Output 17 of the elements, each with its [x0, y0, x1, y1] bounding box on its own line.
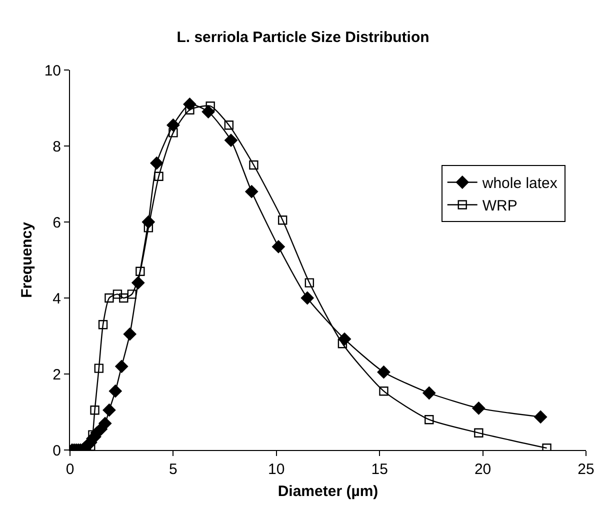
x-tick-label: 5	[169, 461, 178, 478]
x-tick-label: 15	[371, 461, 388, 478]
legend-label: WRP	[482, 198, 518, 215]
y-tick-label: 6	[52, 214, 61, 232]
y-tick-label: 2	[52, 366, 61, 384]
chart-title: L. serriola Particle Size Distribution	[176, 28, 430, 46]
x-tick-label: 0	[66, 461, 74, 478]
y-axis-title: Frequency	[18, 221, 36, 298]
y-tick-label: 8	[52, 138, 61, 156]
x-tick-label: 25	[578, 461, 594, 478]
y-tick-label: 10	[44, 62, 61, 80]
x-axis-title: Diameter (µm)	[278, 483, 378, 500]
legend-label: whole latex	[481, 175, 558, 192]
y-tick-label: 0	[52, 442, 61, 460]
y-tick-label: 4	[52, 290, 61, 308]
x-tick-label: 20	[474, 461, 492, 478]
x-tick-label: 10	[268, 461, 285, 478]
